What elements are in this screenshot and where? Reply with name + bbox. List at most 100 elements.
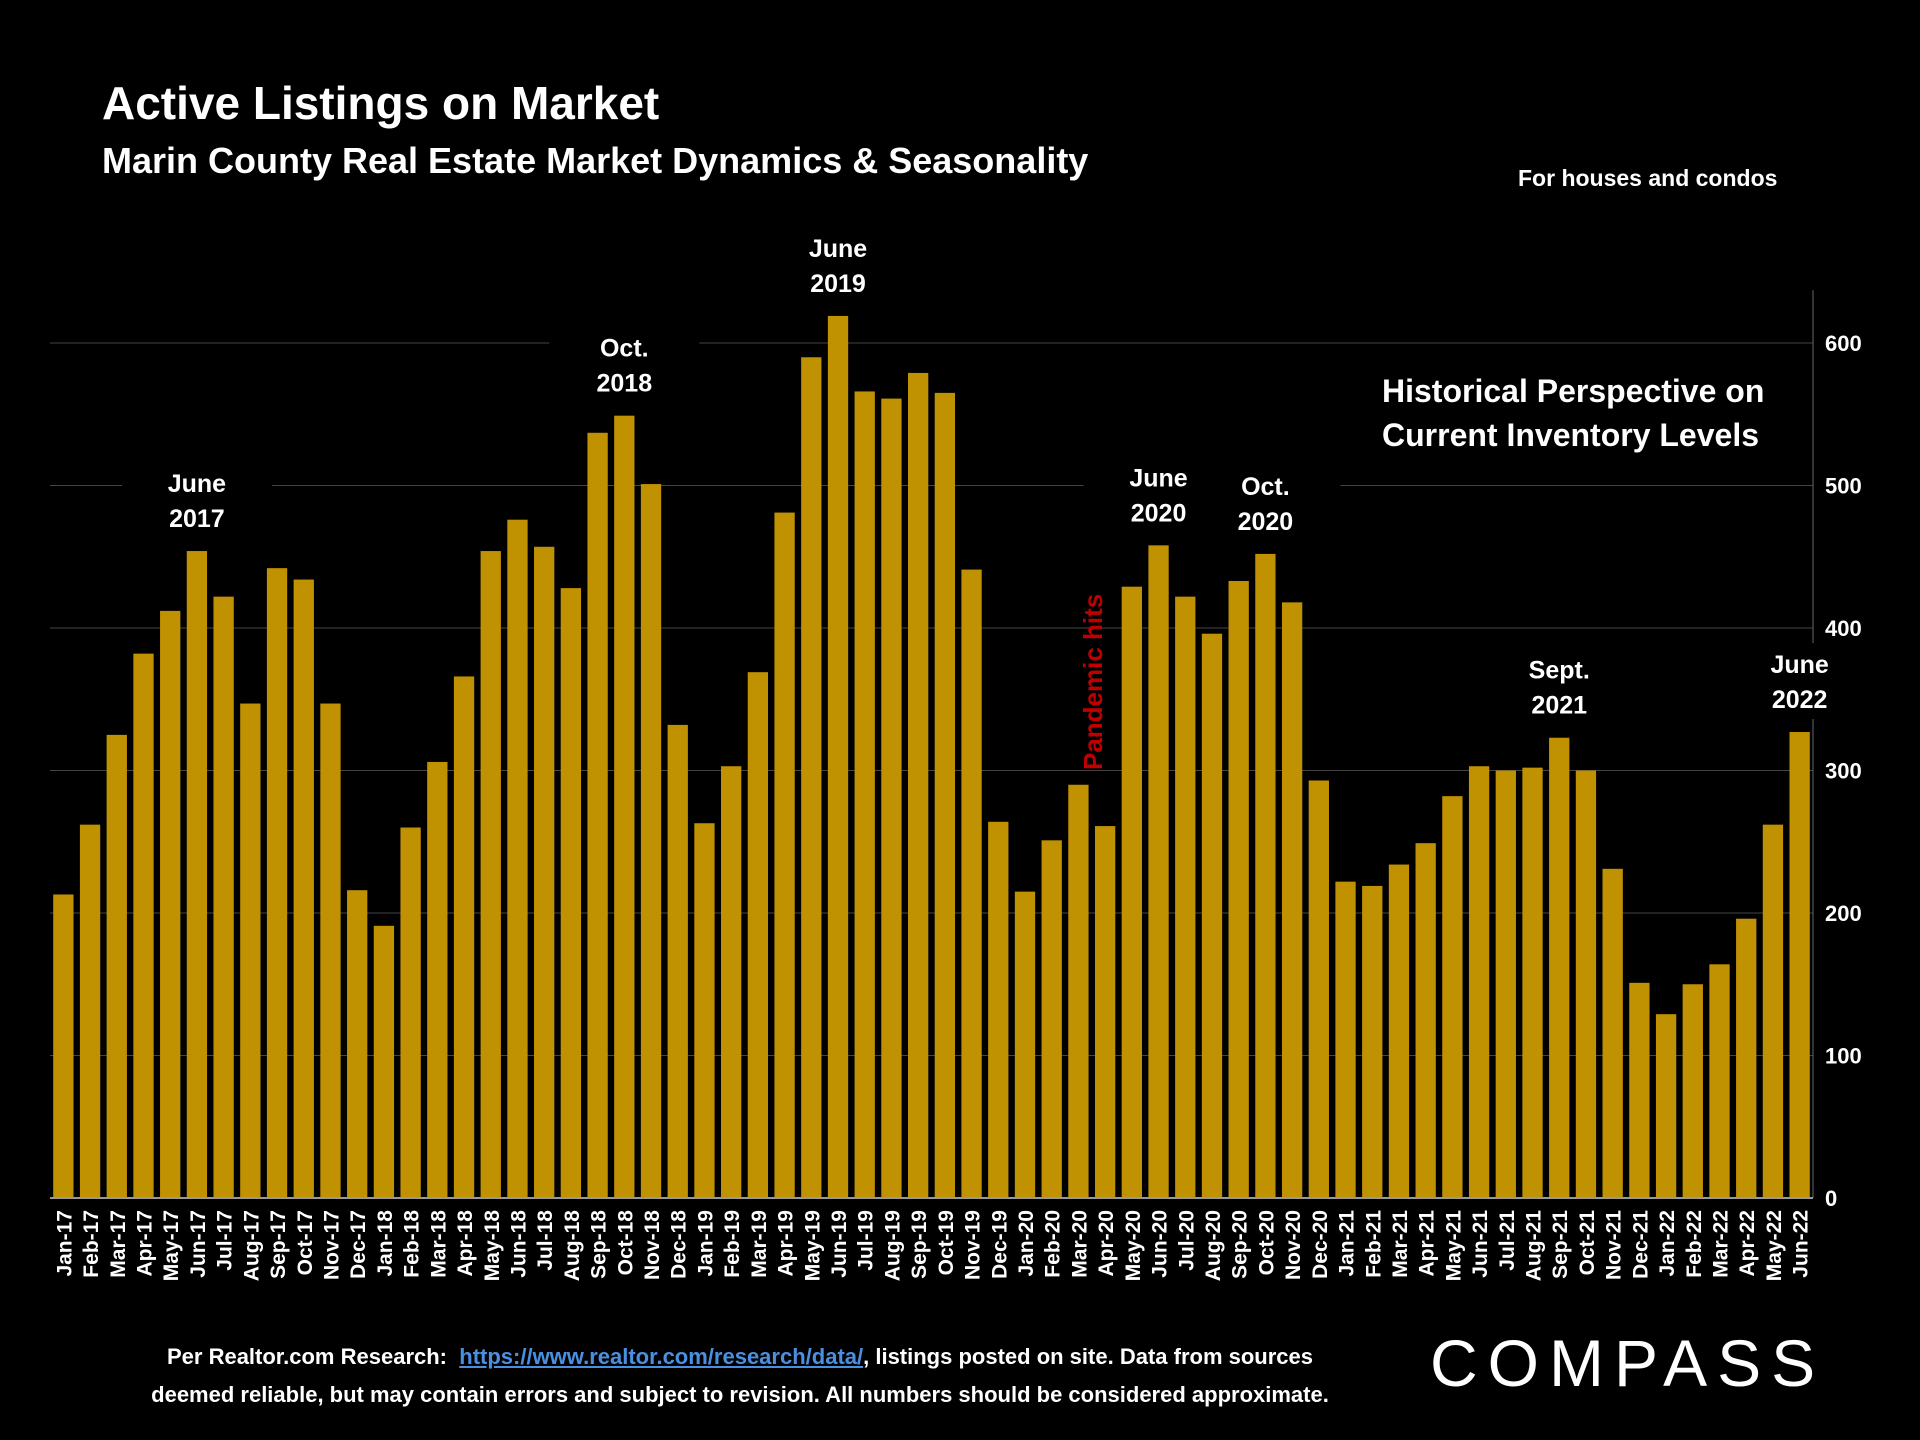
bar — [1682, 984, 1703, 1198]
x-tick-label: Jan-21 — [1336, 1210, 1359, 1277]
x-tick-label: Jun-18 — [507, 1210, 530, 1278]
y-tick-label: 100 — [1825, 1044, 1862, 1069]
bar — [587, 432, 608, 1198]
x-tick-label: Mar-18 — [427, 1210, 450, 1278]
bar — [1468, 766, 1490, 1198]
x-tick-label: Jan-20 — [1015, 1210, 1038, 1277]
x-tick-label: Sep-19 — [908, 1210, 931, 1279]
bar — [1041, 840, 1062, 1198]
bar — [1442, 796, 1463, 1198]
x-tick-label: May-19 — [801, 1210, 824, 1281]
bar — [827, 315, 849, 1198]
x-tick-label: Dec-18 — [668, 1210, 691, 1279]
x-tick-label: Dec-19 — [988, 1210, 1011, 1279]
x-tick-label: Mar-22 — [1710, 1210, 1733, 1278]
source-footer: Per Realtor.com Research: https://www.re… — [80, 1338, 1400, 1414]
compass-logo: COMPASS — [1430, 1326, 1826, 1400]
annotation-bg — [549, 326, 700, 403]
x-tick-label: Sep-18 — [588, 1210, 611, 1279]
x-tick-label: Jun-20 — [1149, 1210, 1172, 1278]
bar — [1094, 826, 1116, 1198]
x-tick-label: Jul-20 — [1175, 1210, 1198, 1271]
annotation-label: Oct. — [600, 335, 649, 363]
bar — [1362, 885, 1383, 1198]
x-tick-label: May-18 — [481, 1210, 504, 1282]
bar — [427, 761, 448, 1198]
x-tick-label: Nov-19 — [962, 1210, 985, 1280]
x-tick-label: Mar-21 — [1389, 1210, 1412, 1278]
x-tick-label: Apr-19 — [775, 1210, 798, 1277]
bar — [988, 821, 1009, 1198]
x-tick-label: Mar-19 — [748, 1210, 771, 1278]
bar — [106, 734, 127, 1198]
x-tick-label: Sep-17 — [267, 1210, 290, 1279]
x-tick-label: Jul-18 — [534, 1210, 557, 1271]
footer-suffix: , listings posted on site. Data from sou… — [863, 1344, 1313, 1369]
annotation-label: June — [809, 235, 867, 263]
x-tick-label: Aug-20 — [1202, 1210, 1225, 1281]
bar — [1308, 780, 1329, 1198]
bar — [534, 546, 555, 1198]
bar — [667, 724, 688, 1198]
source-link[interactable]: https://www.realtor.com/research/data/ — [459, 1344, 864, 1369]
footer-line-2: deemed reliable, but may contain errors … — [151, 1382, 1329, 1407]
annotation-label: June — [1770, 651, 1828, 679]
bar — [1281, 602, 1303, 1198]
bar — [1549, 737, 1570, 1198]
bar — [79, 824, 101, 1198]
y-tick-label: 600 — [1825, 331, 1862, 356]
x-tick-label: Aug-18 — [561, 1210, 584, 1281]
footer-line-1: Per Realtor.com Research: https://www.re… — [80, 1338, 1400, 1376]
x-tick-label: Apr-18 — [454, 1210, 477, 1277]
bar — [1655, 1014, 1677, 1198]
bar — [186, 551, 208, 1198]
bar — [1148, 545, 1169, 1198]
annotation-label: 2019 — [810, 270, 866, 298]
x-tick-label: May-22 — [1763, 1210, 1786, 1281]
bar — [480, 551, 501, 1198]
bar — [907, 372, 929, 1198]
x-tick-label: Jul-17 — [214, 1210, 237, 1271]
y-tick-label: 0 — [1825, 1186, 1837, 1211]
bar — [507, 519, 528, 1198]
bar — [1255, 553, 1276, 1198]
bar — [240, 703, 261, 1198]
callout-bg — [1375, 368, 1775, 460]
x-tick-label: Dec-21 — [1629, 1210, 1652, 1279]
x-tick-label: Aug-17 — [240, 1210, 263, 1281]
bar — [1709, 964, 1730, 1198]
bar — [1068, 784, 1089, 1198]
x-tick-label: Apr-17 — [133, 1210, 156, 1277]
x-tick-label: Feb-20 — [1042, 1210, 1065, 1278]
bar — [373, 925, 395, 1198]
x-tick-label: Dec-17 — [347, 1210, 370, 1279]
bar — [1014, 891, 1036, 1198]
bar — [1228, 580, 1249, 1198]
annotation-label: 2021 — [1531, 692, 1587, 720]
bar — [1388, 864, 1410, 1198]
x-tick-label: Feb-22 — [1683, 1210, 1706, 1278]
bar — [347, 890, 368, 1198]
x-tick-label: Oct-18 — [614, 1210, 637, 1276]
bar — [1602, 868, 1623, 1198]
annotation-bg — [121, 462, 272, 539]
x-tick-label: Feb-18 — [401, 1210, 424, 1278]
x-tick-label: Mar-20 — [1068, 1210, 1091, 1278]
bar — [961, 569, 982, 1198]
bar — [801, 357, 822, 1198]
x-tick-label: Jun-19 — [828, 1210, 851, 1278]
bar — [747, 672, 769, 1198]
annotation-bg — [763, 226, 914, 303]
bar — [721, 766, 742, 1198]
bar — [854, 391, 875, 1198]
x-tick-label: Sep-20 — [1229, 1210, 1252, 1279]
bar — [213, 596, 234, 1198]
bar — [640, 484, 662, 1198]
bar — [1415, 843, 1436, 1198]
y-tick-label: 400 — [1825, 616, 1862, 641]
bar — [1201, 633, 1223, 1198]
callout-text: Current Inventory Levels — [1382, 417, 1759, 453]
x-tick-label: Nov-18 — [641, 1210, 664, 1280]
x-tick-label: Dec-20 — [1309, 1210, 1332, 1279]
annotation-bg — [1484, 648, 1635, 725]
